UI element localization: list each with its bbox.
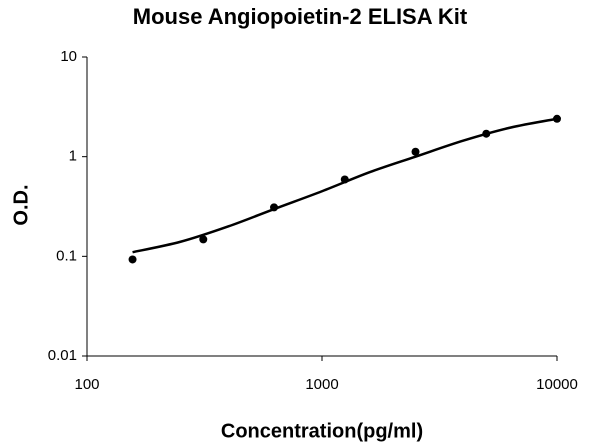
fit-curve — [132, 117, 558, 254]
x-tick-label: 10000 — [536, 376, 578, 393]
data-point — [553, 114, 561, 123]
y-tick-label: 10 — [60, 48, 77, 65]
x-axis-label: Concentration(pg/ml) — [221, 420, 423, 442]
data-point — [199, 235, 208, 244]
data-point — [411, 147, 420, 156]
x-tick-label: 100 — [74, 376, 99, 393]
data-point — [128, 255, 137, 264]
data-point — [482, 129, 491, 138]
y-axis-label: O.D. — [10, 184, 32, 225]
data-point — [270, 203, 279, 212]
chart-title: Mouse Angiopoietin-2 ELISA Kit — [133, 4, 468, 29]
data-point — [340, 175, 349, 184]
y-tick-label: 0.01 — [48, 347, 77, 364]
y-tick-label: 0.1 — [56, 247, 77, 264]
x-tick-label: 1000 — [305, 376, 338, 393]
y-tick-label: 1 — [69, 148, 77, 165]
